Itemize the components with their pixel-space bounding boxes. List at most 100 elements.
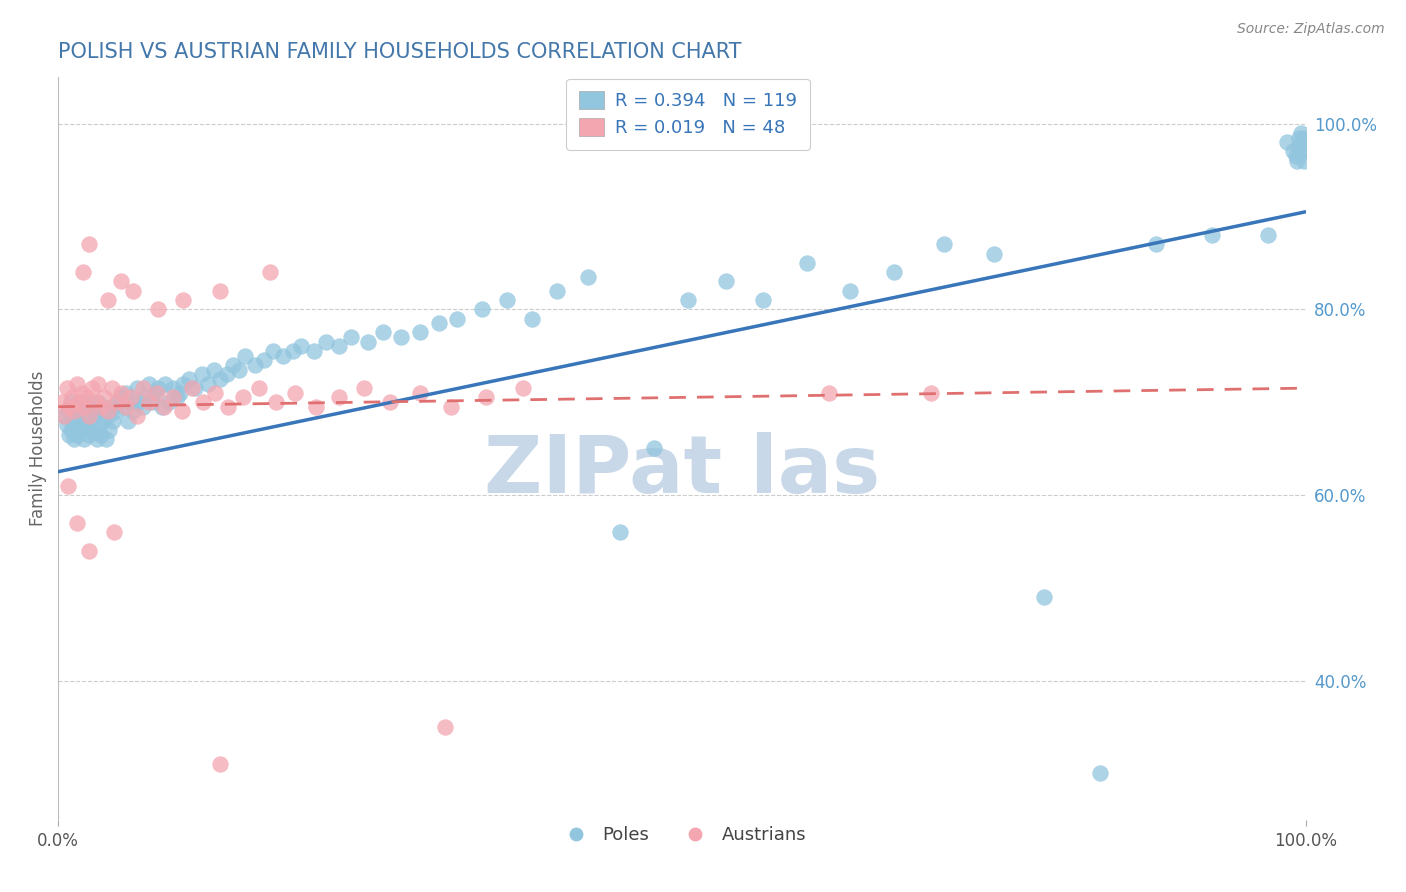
Point xyxy=(818,385,841,400)
Point xyxy=(209,757,232,772)
Point xyxy=(62,400,84,414)
Point xyxy=(920,385,942,400)
Point xyxy=(125,381,148,395)
Point xyxy=(166,391,188,405)
Point xyxy=(112,400,135,414)
Point xyxy=(104,395,127,409)
Point xyxy=(496,293,519,307)
Point xyxy=(97,404,120,418)
Point xyxy=(172,293,194,307)
Text: Source: ZipAtlas.com: Source: ZipAtlas.com xyxy=(1237,22,1385,37)
Point xyxy=(1257,227,1279,242)
Point xyxy=(94,432,117,446)
Point xyxy=(53,409,76,423)
Point xyxy=(302,344,325,359)
Point xyxy=(79,237,101,252)
Point xyxy=(72,409,94,423)
Point xyxy=(80,381,103,395)
Point xyxy=(77,395,100,409)
Point xyxy=(1284,149,1306,163)
Point xyxy=(409,385,432,400)
Point xyxy=(132,381,155,395)
Point xyxy=(204,385,226,400)
Point xyxy=(155,376,177,391)
Point xyxy=(440,400,463,414)
Point xyxy=(356,334,378,349)
Point xyxy=(110,274,132,288)
Point xyxy=(232,391,254,405)
Point xyxy=(89,418,111,433)
Point xyxy=(120,391,142,405)
Point xyxy=(51,395,73,409)
Point xyxy=(58,400,80,414)
Point xyxy=(138,395,160,409)
Point xyxy=(90,400,112,414)
Point xyxy=(110,391,132,405)
Point xyxy=(1291,145,1313,159)
Point xyxy=(146,381,169,395)
Point xyxy=(197,376,219,391)
Point xyxy=(752,293,775,307)
Point xyxy=(66,376,89,391)
Point xyxy=(72,265,94,279)
Point xyxy=(56,404,79,418)
Point xyxy=(73,432,96,446)
Point xyxy=(67,404,90,418)
Point xyxy=(1088,766,1111,780)
Point xyxy=(138,376,160,391)
Point xyxy=(1294,135,1316,149)
Point xyxy=(146,302,169,317)
Point xyxy=(983,246,1005,260)
Point xyxy=(340,330,363,344)
Point xyxy=(76,418,98,433)
Point xyxy=(153,400,176,414)
Point xyxy=(103,524,125,539)
Point xyxy=(90,427,112,442)
Point xyxy=(190,368,212,382)
Point xyxy=(63,432,86,446)
Point xyxy=(70,423,93,437)
Point xyxy=(179,372,201,386)
Point xyxy=(253,353,276,368)
Point xyxy=(427,316,450,330)
Point xyxy=(59,395,82,409)
Point xyxy=(98,423,121,437)
Point xyxy=(83,400,105,414)
Point xyxy=(75,400,97,414)
Point xyxy=(209,284,232,298)
Point xyxy=(134,391,156,405)
Point xyxy=(262,344,284,359)
Point xyxy=(1294,145,1316,159)
Point xyxy=(281,344,304,359)
Point xyxy=(141,395,163,409)
Point xyxy=(73,400,96,414)
Y-axis label: Family Households: Family Households xyxy=(30,371,46,526)
Point xyxy=(93,391,115,405)
Point xyxy=(67,395,90,409)
Text: ZIPat las: ZIPat las xyxy=(484,432,880,509)
Point xyxy=(170,404,193,418)
Point xyxy=(389,330,412,344)
Point xyxy=(65,418,87,433)
Point xyxy=(101,414,124,428)
Point xyxy=(128,395,150,409)
Point xyxy=(84,409,107,423)
Point xyxy=(233,349,256,363)
Point xyxy=(120,395,142,409)
Point xyxy=(67,395,90,409)
Point xyxy=(1282,145,1305,159)
Point xyxy=(433,720,456,734)
Point xyxy=(839,284,862,298)
Point xyxy=(59,423,82,437)
Point xyxy=(676,293,699,307)
Point xyxy=(1144,237,1167,252)
Point xyxy=(82,423,104,437)
Point xyxy=(1292,130,1315,145)
Point xyxy=(145,385,167,400)
Point xyxy=(315,334,337,349)
Point xyxy=(883,265,905,279)
Point xyxy=(643,442,665,456)
Point xyxy=(266,395,288,409)
Point xyxy=(122,284,145,298)
Point xyxy=(305,400,328,414)
